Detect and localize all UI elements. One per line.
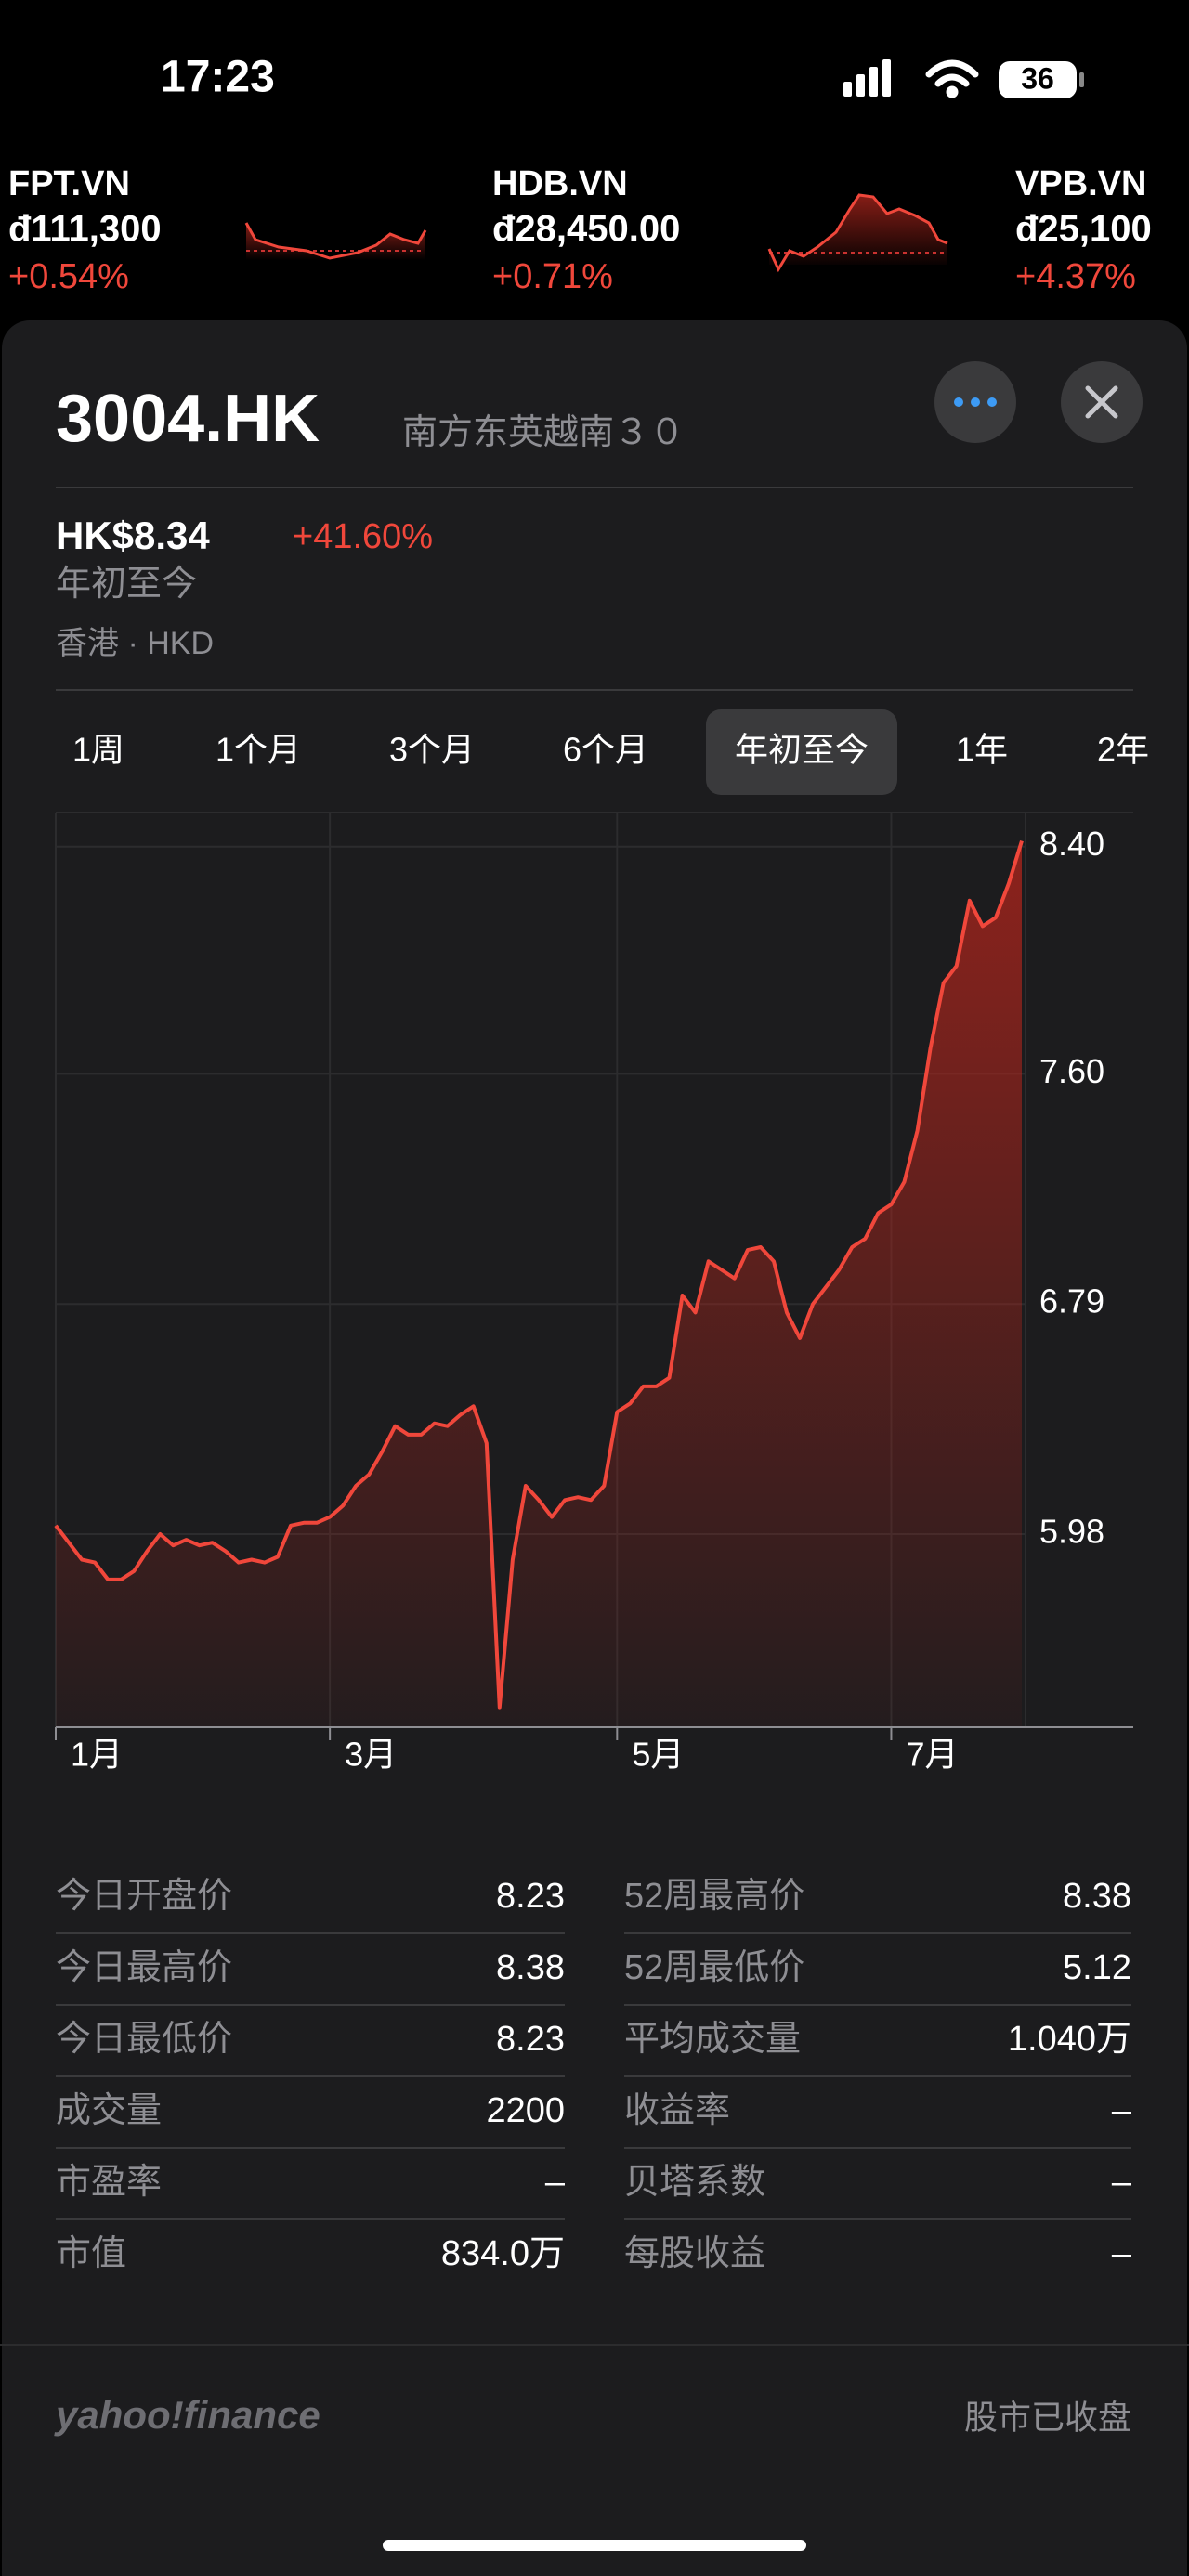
stat-label: 52周最高价 [624,1877,804,1916]
sparkline [767,193,948,273]
y-tick-label: 8.40 [1039,825,1104,863]
ticker[interactable]: FPT.VN đ111,300 +0.54% [8,164,427,296]
battery-level: 36 [1021,61,1054,95]
period-tab[interactable]: 3个月 [389,731,475,769]
period-tab[interactable]: 1周 [72,731,124,769]
dot [954,397,963,407]
stat-label: 每股收益 [624,2234,765,2273]
ticker-price[interactable]: đ28,450.00 [492,209,680,250]
more-button[interactable] [934,361,1016,443]
x-tick-label: 1月 [71,1736,123,1774]
ticker[interactable]: HDB.VN đ28,450.00 +0.71% [492,164,948,296]
signal-icon [843,59,891,97]
x-tick-label: 3月 [345,1736,397,1774]
ticker-change[interactable]: +0.71% [492,257,613,296]
stat-label: 贝塔系数 [624,2163,765,2202]
status-time: 17:23 [161,53,275,102]
period-tab[interactable]: 2年 [1097,731,1149,769]
price-line [54,840,1024,1710]
ticker-change[interactable]: +4.37% [1015,257,1136,296]
close-button[interactable] [1061,361,1143,443]
stat-value: 8.38 [496,1948,565,1987]
ticker-price[interactable]: đ111,300 [8,209,162,250]
stat-label: 平均成交量 [624,2020,801,2059]
brand-logo[interactable]: yahoo!finance [54,2393,320,2437]
period-tab[interactable]: 6个月 [563,731,648,769]
tab-selected-bg [706,709,897,795]
x-tick-label: 7月 [906,1736,958,1774]
stat-label: 市盈率 [56,2163,162,2202]
stat-label: 收益率 [624,2091,730,2130]
stat-value: – [545,2163,566,2202]
period-tab[interactable]: 1年 [956,731,1008,769]
stat-label: 今日最低价 [56,2020,232,2059]
battery-icon [999,61,1077,98]
stat-value: 2200 [486,2091,565,2130]
stat-value: – [1112,2163,1132,2202]
stat-label: 52周最低价 [624,1948,804,1987]
ticker-change[interactable]: +0.54% [8,257,129,296]
stat-label: 市值 [56,2234,126,2273]
x-tick-label: 5月 [632,1736,684,1774]
stat-value: – [1112,2234,1132,2273]
quote-price: HK$8.34 [56,514,210,557]
sparkline [244,222,427,260]
stat-value: 834.0万 [441,2234,565,2273]
stat-label: 成交量 [56,2091,162,2130]
price-area [56,840,1022,1727]
ticker[interactable]: VPB.VN đ25,100 +4.37% [1015,164,1152,296]
stat-value: 8.23 [496,1877,565,1916]
stat-value: – [1112,2091,1132,2130]
ticker-symbol[interactable]: VPB.VN [1015,164,1146,203]
price-chart: 5.98 6.79 7.60 8.40 1月 3月 5月 7月 [54,812,1133,1774]
quote-exchange: 香港 · HKD [56,626,214,661]
dot [971,397,980,407]
dot [987,397,997,407]
y-tick-label: 6.79 [1039,1282,1104,1321]
sparkline-area [246,223,425,260]
stat-label: 今日开盘价 [56,1877,232,1916]
stat-value: 8.23 [496,2020,565,2059]
y-tick-label: 7.60 [1039,1052,1104,1090]
stats-table: 今日开盘价 8.23 52周最高价 8.38 今日最高价 8.38 52周最低价 5.12 今日… [56,1877,1132,2273]
ticker-price[interactable]: đ25,100 [1015,209,1152,250]
stock-symbol: 3004.HK [56,382,320,456]
stat-value: 1.040万 [1008,2020,1131,2059]
stat-value: 5.12 [1063,1948,1131,1987]
ticker-symbol[interactable]: FPT.VN [8,164,130,203]
quote-period: 年初至今 [56,565,197,604]
quote-change: +41.60% [293,517,433,556]
stat-value: 8.38 [1063,1877,1131,1916]
home-indicator [383,2540,806,2551]
ticker-symbol[interactable]: HDB.VN [492,164,628,203]
y-tick-label: 5.98 [1039,1513,1104,1551]
period-tab[interactable]: 1个月 [216,731,301,769]
battery-tip [1079,72,1084,87]
wifi-icon [925,59,979,98]
market-status: 股市已收盘 [964,2399,1131,2437]
period-tab[interactable]: 年初至今 [735,731,869,769]
stock-name: 南方东英越南３０ [402,413,685,452]
stat-label: 今日最高价 [56,1948,232,1987]
close-icon [1085,385,1118,419]
period-tabs: 1周 1个月 3个月 6个月 年初至今 1年 2年 [72,709,1149,795]
